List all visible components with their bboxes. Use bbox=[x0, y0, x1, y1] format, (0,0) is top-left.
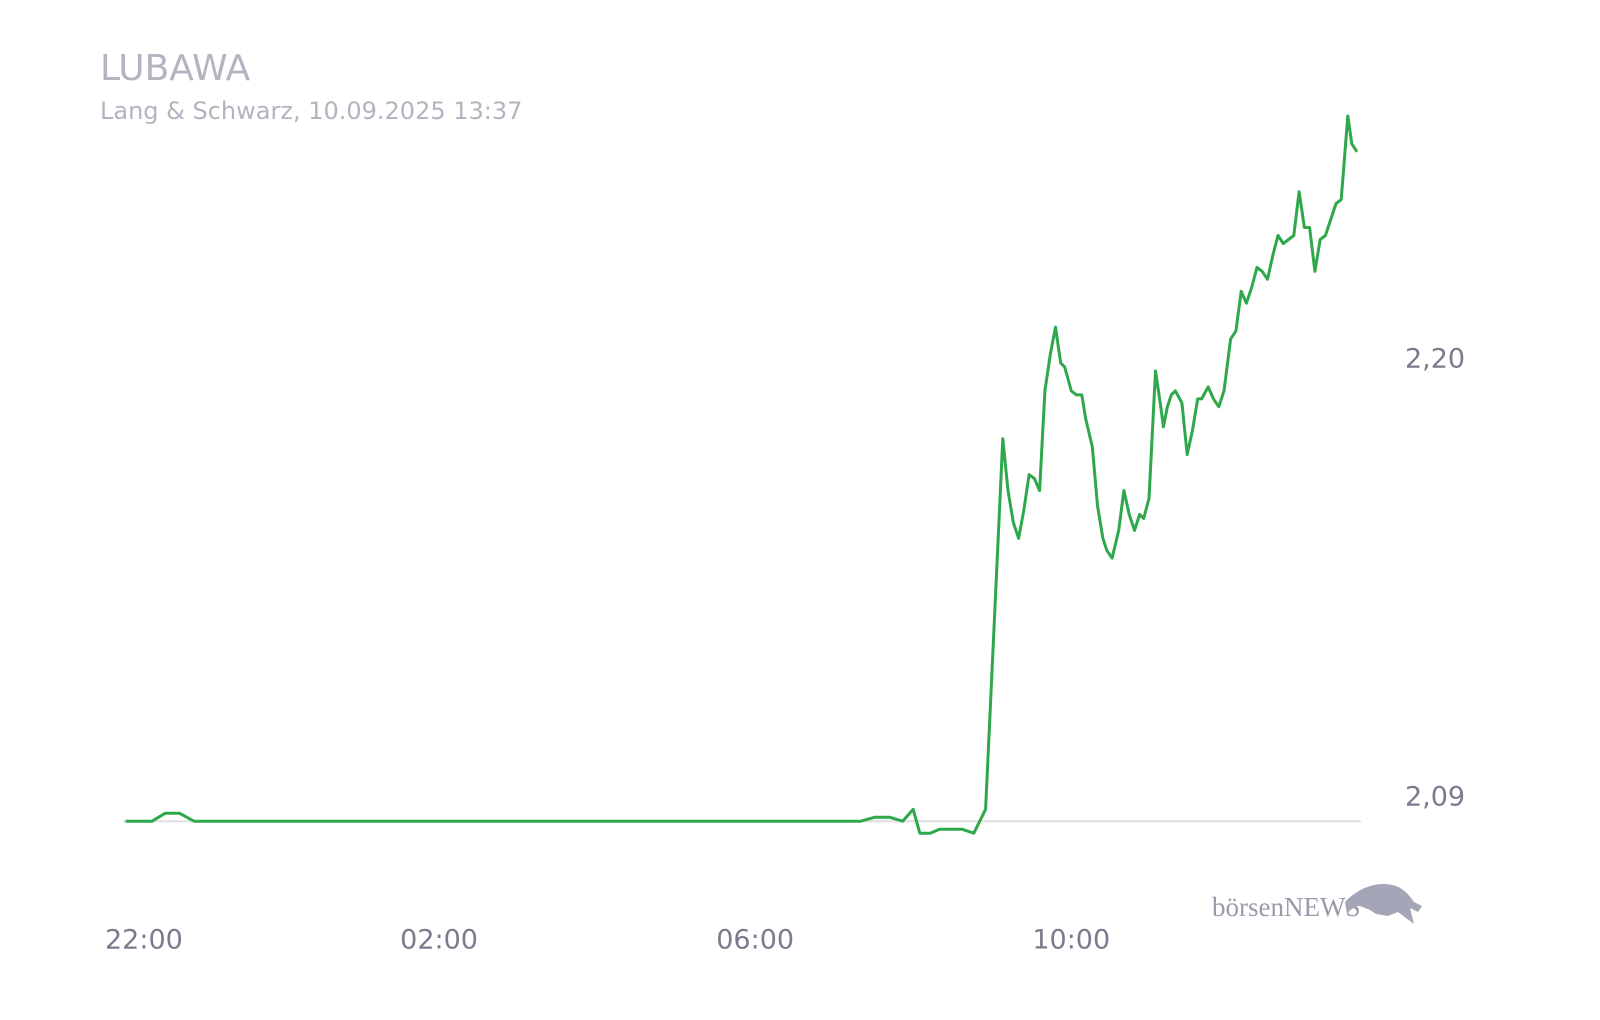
x-tick-label: 22:00 bbox=[105, 925, 183, 956]
price-line bbox=[125, 114, 1359, 835]
chart-subtitle: Lang & Schwarz, 10.09.2025 13:37 bbox=[100, 97, 522, 125]
x-tick-label: 06:00 bbox=[716, 925, 794, 956]
bull-icon bbox=[1345, 883, 1422, 924]
y-tick-label: 2,20 bbox=[1405, 343, 1465, 374]
watermark: börsenNEWS bbox=[1212, 892, 1360, 922]
y-tick-label: 2,09 bbox=[1405, 782, 1465, 813]
x-tick-label: 10:00 bbox=[1032, 925, 1110, 956]
logo: börsenNEWS bbox=[1212, 883, 1422, 924]
x-tick-label: 02:00 bbox=[400, 925, 478, 956]
chart-title: LUBAWA bbox=[100, 48, 251, 89]
